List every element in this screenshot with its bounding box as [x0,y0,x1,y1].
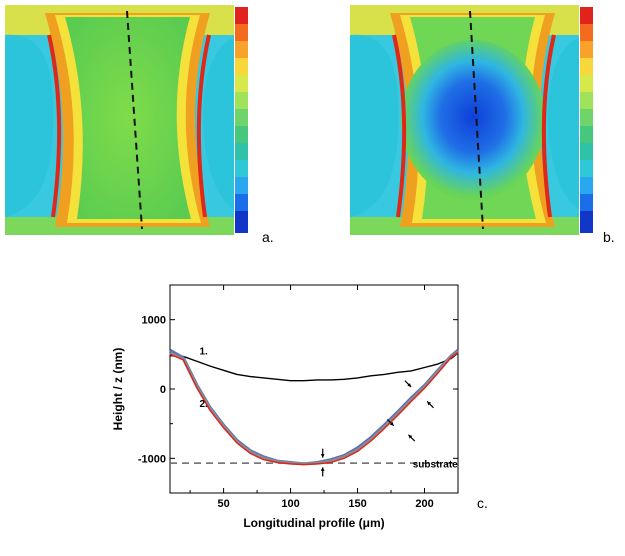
x-axis-label: Longitudinal profile (μm) [243,516,384,530]
y-axis-label: Height / z (nm) [111,348,125,431]
arrow-head [320,454,325,458]
y-tick-label: -1000 [138,453,166,465]
y-tick-label: 0 [160,384,166,396]
panel-label-c: c. [477,495,488,511]
profile-line-b [469,10,484,230]
x-tick-label: 50 [217,498,229,510]
annotation-label: 1. [199,346,208,357]
panel-label-a: a. [262,229,274,245]
series-line-4 [169,351,459,466]
height-map-a-image [5,5,249,235]
arrow-head [320,467,325,471]
plot-area: 50 100 150 200 -1000 0 1000 1. 2. substrate Longit… [111,284,459,530]
annotation-label: 2. [199,399,208,410]
colorbar-b [580,7,593,233]
height-map-b [350,5,594,235]
x-tick-label: 100 [281,498,299,510]
colorbar-a [235,7,248,233]
series-line-3 [169,350,459,466]
arrow-head [407,383,412,387]
height-map-a [5,5,249,235]
annotation-label: substrate [413,459,458,470]
panel-label-b: b. [603,229,615,245]
height-map-b-image [350,5,594,235]
profile-line-a [126,10,143,230]
series-line-1 [169,352,459,382]
arrow-head [427,401,432,406]
arrow-head [389,421,394,426]
x-tick-label: 200 [415,498,433,510]
x-tick-label: 150 [348,498,366,510]
y-tick-label: 1000 [142,315,166,327]
profile-chart: 50 100 150 200 -1000 0 1000 1. 2. substrate Longit… [111,284,459,530]
arrow-head [408,434,413,439]
